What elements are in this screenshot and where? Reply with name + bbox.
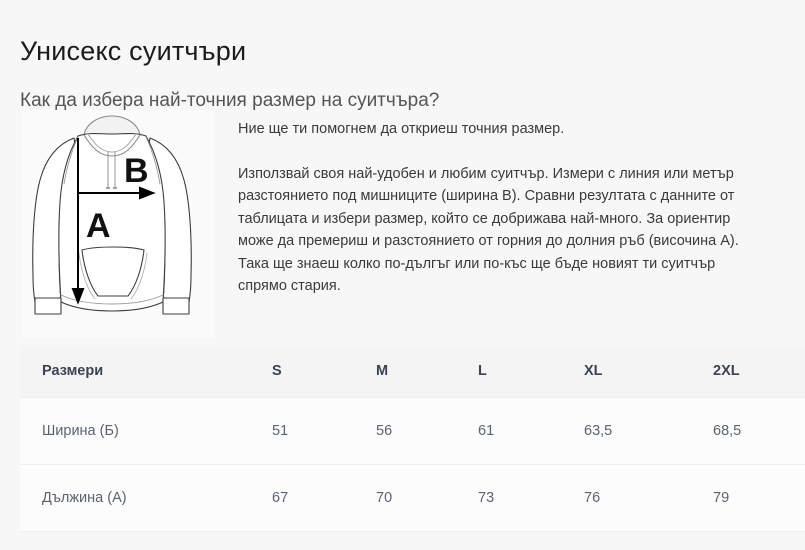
column-header-measure: Размери <box>20 345 272 398</box>
cell-width-s: 51 <box>272 397 376 465</box>
table-row: Дължина (А) 67 70 73 76 79 <box>20 464 805 532</box>
instructions-paragraph: Използвай своя най-удобен и любим суитчъ… <box>238 165 739 295</box>
page-subtitle: Как да избера най-точния размер на суитч… <box>20 89 440 111</box>
description-text: Ние ще ти помогнем да откриеш точния раз… <box>238 118 768 298</box>
column-header-xl: XL <box>584 345 713 398</box>
row-label-width: Ширина (Б) <box>20 397 272 465</box>
cell-width-l: 61 <box>478 397 584 465</box>
cell-length-2xl: 79 <box>713 464 805 532</box>
height-label: A <box>86 207 111 245</box>
cell-width-2xl: 68,5 <box>713 397 805 465</box>
width-label: B <box>124 152 149 190</box>
table-body: Ширина (Б) 51 56 61 63,5 68,5 Дължина (А… <box>20 397 805 532</box>
size-chart-table: Размери S M L XL 2XL Ширина (Б) 51 56 61… <box>20 345 805 532</box>
cell-length-s: 67 <box>272 464 376 532</box>
cell-width-xl: 63,5 <box>584 397 713 465</box>
page-title: Унисекс суитчъри <box>20 36 247 67</box>
column-header-2xl: 2XL <box>713 345 805 398</box>
hoodie-diagram: A B <box>22 110 214 338</box>
table-row: Ширина (Б) 51 56 61 63,5 68,5 <box>20 397 805 465</box>
table-header-row: Размери S M L XL 2XL <box>20 345 805 398</box>
cell-width-m: 56 <box>376 397 478 465</box>
column-header-l: L <box>478 345 584 398</box>
column-header-s: S <box>272 345 376 398</box>
table-header: Размери S M L XL 2XL <box>20 345 805 398</box>
cell-length-m: 70 <box>376 464 478 532</box>
intro-paragraph: Ние ще ти помогнем да откриеш точния раз… <box>238 121 565 137</box>
cell-length-xl: 76 <box>584 464 713 532</box>
row-label-length: Дължина (А) <box>20 464 272 532</box>
cell-length-l: 73 <box>478 464 584 532</box>
column-header-m: M <box>376 345 478 398</box>
